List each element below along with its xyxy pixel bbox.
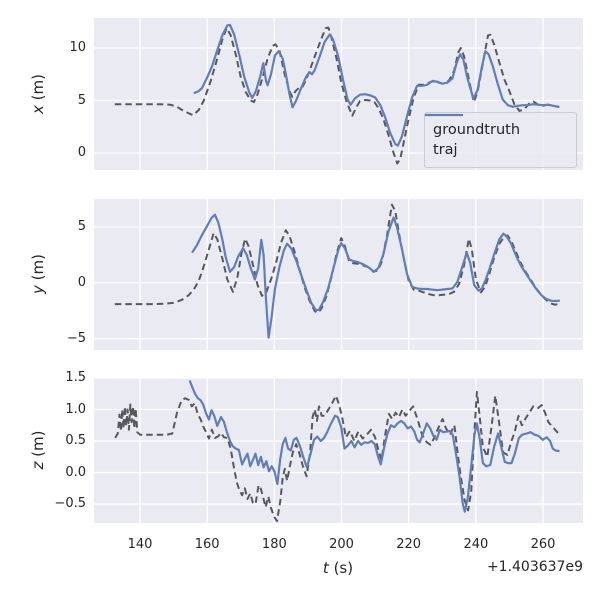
y-plot-canvas xyxy=(94,199,583,350)
x-axis-offset-text: +1.403637e9 xyxy=(486,559,583,575)
y-plot-traj-line xyxy=(191,213,560,339)
x-plot-traj-line xyxy=(193,23,559,147)
x-tick-label: 140 xyxy=(127,537,153,552)
x-plot-canvas xyxy=(94,18,583,170)
z-plot-y-tick-label: 1.5 xyxy=(65,370,86,385)
z-plot-traj-line xyxy=(188,380,560,513)
legend-entry-traj: traj xyxy=(425,113,568,160)
z-plot-y-tick-label: 0.5 xyxy=(65,433,86,449)
legend-label-traj: traj xyxy=(433,142,458,158)
x-tick-label: 160 xyxy=(194,537,220,552)
traj-line-sample xyxy=(425,113,463,117)
subplot-x: groundtruth traj xyxy=(94,18,583,170)
x-tick-label: 200 xyxy=(329,537,354,552)
y-plot-groundtruth-line xyxy=(114,203,562,315)
y-plot-y-tick-label: 0 xyxy=(77,274,86,290)
x-plot-y-tick-label: 10 xyxy=(69,40,86,56)
subplot-y xyxy=(94,199,583,350)
x-tick-label: 260 xyxy=(530,537,556,552)
y-plot-y-tick-label: −5 xyxy=(66,330,86,346)
x-axis-label: t (s) xyxy=(322,559,354,577)
x-tick-label: 220 xyxy=(396,537,422,552)
x-tick-label: 240 xyxy=(463,537,489,552)
x-plot-y-tick-label: 5 xyxy=(77,92,86,108)
z-plot-y-tick-label: 0.0 xyxy=(65,464,86,480)
legend-label-groundtruth: groundtruth xyxy=(433,122,521,138)
z-plot-y-tick-label: 1.0 xyxy=(65,401,86,417)
x-plot-groundtruth-line xyxy=(114,26,561,165)
legend-entry-groundtruth: groundtruth xyxy=(425,114,568,140)
x-plot-y-tick-label: 0 xyxy=(77,144,86,160)
x-tick-label: 180 xyxy=(261,537,287,552)
y-plot-y-tick-label: 5 xyxy=(77,218,86,234)
subplot-z xyxy=(94,378,583,523)
z-plot-y-tick-label: −0.5 xyxy=(54,496,86,512)
z-plot-groundtruth-line xyxy=(114,390,560,523)
z-plot-canvas xyxy=(94,378,583,523)
legend: groundtruth traj xyxy=(424,112,577,168)
